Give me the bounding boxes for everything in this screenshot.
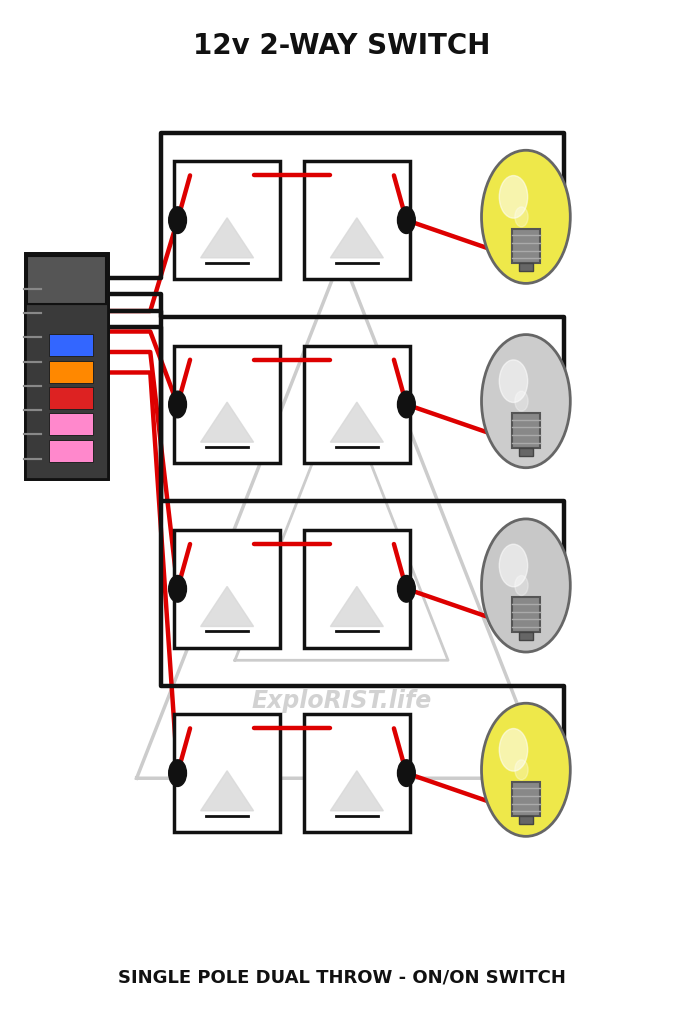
FancyBboxPatch shape bbox=[304, 530, 410, 648]
FancyBboxPatch shape bbox=[304, 715, 410, 831]
Circle shape bbox=[169, 207, 186, 233]
FancyBboxPatch shape bbox=[25, 253, 108, 479]
Circle shape bbox=[499, 728, 528, 771]
FancyBboxPatch shape bbox=[48, 440, 93, 462]
Circle shape bbox=[499, 359, 528, 402]
FancyBboxPatch shape bbox=[512, 413, 540, 447]
Circle shape bbox=[398, 760, 415, 786]
Text: 12v 2-WAY SWITCH: 12v 2-WAY SWITCH bbox=[193, 32, 490, 60]
Polygon shape bbox=[201, 587, 253, 627]
FancyBboxPatch shape bbox=[174, 346, 280, 463]
Circle shape bbox=[515, 391, 528, 411]
FancyBboxPatch shape bbox=[48, 334, 93, 356]
Circle shape bbox=[482, 151, 570, 284]
Circle shape bbox=[482, 703, 570, 837]
Circle shape bbox=[398, 575, 415, 602]
Polygon shape bbox=[331, 402, 383, 442]
FancyBboxPatch shape bbox=[48, 334, 93, 356]
FancyBboxPatch shape bbox=[48, 387, 93, 409]
Circle shape bbox=[169, 760, 186, 786]
Circle shape bbox=[515, 575, 528, 596]
FancyBboxPatch shape bbox=[48, 387, 93, 409]
FancyBboxPatch shape bbox=[304, 346, 410, 463]
FancyBboxPatch shape bbox=[27, 256, 106, 304]
Circle shape bbox=[515, 760, 528, 780]
Text: ExploRIST.life: ExploRIST.life bbox=[251, 689, 432, 714]
Circle shape bbox=[515, 207, 528, 226]
FancyBboxPatch shape bbox=[48, 360, 93, 383]
FancyBboxPatch shape bbox=[512, 228, 540, 263]
Circle shape bbox=[499, 175, 528, 218]
Polygon shape bbox=[201, 771, 253, 811]
Circle shape bbox=[169, 575, 186, 602]
Polygon shape bbox=[331, 771, 383, 811]
FancyBboxPatch shape bbox=[48, 414, 93, 435]
FancyBboxPatch shape bbox=[512, 597, 540, 632]
Circle shape bbox=[169, 391, 186, 418]
Polygon shape bbox=[201, 218, 253, 258]
FancyBboxPatch shape bbox=[519, 632, 533, 640]
FancyBboxPatch shape bbox=[304, 161, 410, 279]
FancyBboxPatch shape bbox=[519, 447, 533, 456]
FancyBboxPatch shape bbox=[48, 414, 93, 435]
FancyBboxPatch shape bbox=[174, 161, 280, 279]
FancyBboxPatch shape bbox=[48, 360, 93, 383]
Circle shape bbox=[398, 391, 415, 418]
Polygon shape bbox=[201, 402, 253, 442]
Circle shape bbox=[499, 544, 528, 587]
FancyBboxPatch shape bbox=[519, 263, 533, 271]
FancyBboxPatch shape bbox=[512, 781, 540, 816]
FancyBboxPatch shape bbox=[25, 253, 108, 479]
FancyBboxPatch shape bbox=[519, 816, 533, 824]
Text: SINGLE POLE DUAL THROW - ON/ON SWITCH: SINGLE POLE DUAL THROW - ON/ON SWITCH bbox=[117, 969, 566, 987]
Circle shape bbox=[398, 207, 415, 233]
Circle shape bbox=[482, 335, 570, 468]
Polygon shape bbox=[331, 218, 383, 258]
Polygon shape bbox=[331, 587, 383, 627]
FancyBboxPatch shape bbox=[174, 715, 280, 831]
FancyBboxPatch shape bbox=[48, 440, 93, 462]
FancyBboxPatch shape bbox=[174, 530, 280, 648]
FancyBboxPatch shape bbox=[27, 256, 106, 304]
Circle shape bbox=[482, 519, 570, 652]
